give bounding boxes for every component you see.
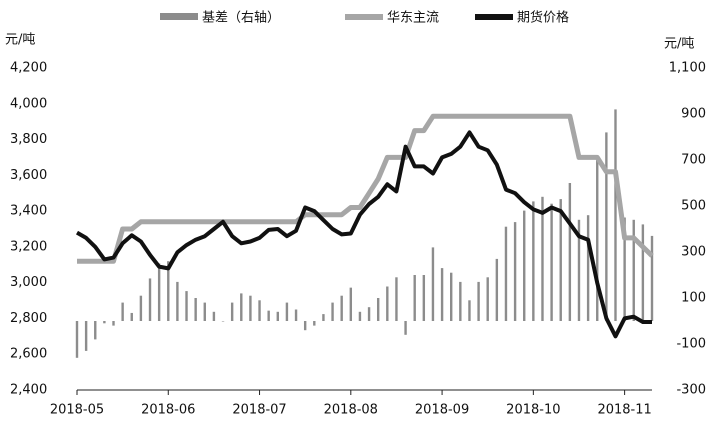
y2-tick-label: 700 <box>681 153 706 168</box>
y-axis-label: 元/吨 <box>5 33 35 48</box>
bar <box>605 132 608 321</box>
bar <box>322 314 325 321</box>
bar <box>422 275 426 321</box>
bar <box>550 203 553 321</box>
x-tick-label: 2018-08 <box>324 403 378 418</box>
bar <box>358 311 362 321</box>
bar <box>504 226 508 321</box>
bar <box>413 275 416 321</box>
bar <box>513 222 517 321</box>
bar <box>313 321 316 326</box>
y2-tick-label: -300 <box>676 383 706 398</box>
line <box>75 130 652 339</box>
bar <box>303 321 307 331</box>
bar <box>194 298 197 321</box>
bar <box>532 201 535 321</box>
y2-tick-label: 1,100 <box>669 61 706 76</box>
bar <box>258 300 261 321</box>
bar <box>130 312 133 321</box>
bar <box>240 293 243 321</box>
legend-label: 华东主流 <box>387 11 439 26</box>
y2-tick-label: 100 <box>681 291 706 306</box>
bar <box>94 321 97 340</box>
bar <box>185 291 188 321</box>
bar <box>477 281 480 321</box>
bar <box>139 295 143 321</box>
y-tick-label: 3,400 <box>10 204 47 219</box>
x-tick-label: 2018-07 <box>232 403 286 418</box>
y-tick-label: 3,800 <box>10 132 47 147</box>
y-tick-label: 4,000 <box>10 96 47 111</box>
bar <box>541 196 544 321</box>
x-tick-label: 2018-06 <box>141 403 195 418</box>
bar <box>221 321 225 322</box>
bar <box>121 302 124 321</box>
bar <box>203 302 206 321</box>
bar <box>495 258 499 321</box>
bar <box>641 224 645 321</box>
bar <box>230 302 234 321</box>
legend-swatch <box>160 13 198 20</box>
bar <box>157 263 161 321</box>
bar <box>276 311 279 321</box>
bar <box>249 295 252 321</box>
legend-label: 期货价格 <box>517 10 569 26</box>
bar <box>623 217 626 321</box>
bar <box>468 300 471 321</box>
bar <box>376 298 380 321</box>
bar <box>267 310 270 321</box>
legend-label: 基差（右轴） <box>202 11 280 26</box>
bar <box>103 321 106 324</box>
bar <box>285 302 289 321</box>
bar <box>596 160 599 321</box>
y2-axis-label: 元/吨 <box>664 37 694 52</box>
bar <box>450 272 453 321</box>
x-tick-label: 2018-10 <box>506 403 560 418</box>
bar <box>632 219 635 321</box>
bar <box>459 281 462 321</box>
y-tick-label: 4,200 <box>10 61 47 76</box>
bar <box>440 268 444 321</box>
bar <box>148 278 152 321</box>
bar <box>650 235 654 321</box>
bar <box>212 311 216 321</box>
y2-tick-label: 900 <box>681 107 706 122</box>
bar <box>431 247 435 321</box>
bar <box>523 210 526 321</box>
y2-tick-label: -100 <box>676 337 706 352</box>
line <box>77 113 654 264</box>
bar <box>75 321 79 358</box>
y-tick-label: 3,600 <box>10 168 47 183</box>
y-tick-label: 2,800 <box>10 311 47 326</box>
bar <box>367 307 371 321</box>
bar <box>395 277 398 321</box>
bar <box>349 287 353 321</box>
bar <box>331 302 334 321</box>
y-tick-label: 3,200 <box>10 239 47 254</box>
y2-tick-label: 500 <box>681 199 706 214</box>
bar <box>486 277 489 321</box>
x-tick-label: 2018-05 <box>50 403 104 418</box>
bar <box>167 261 170 321</box>
bar <box>84 321 88 351</box>
bar <box>614 109 617 322</box>
x-tick-label: 2018-11 <box>597 403 651 418</box>
x-tick-label: 2018-09 <box>415 403 469 418</box>
bar <box>559 199 562 321</box>
bar <box>176 281 179 321</box>
y-tick-label: 3,000 <box>10 275 47 290</box>
bar <box>404 321 407 335</box>
y2-tick-label: 300 <box>681 245 706 260</box>
bar <box>112 321 115 326</box>
y-tick-label: 2,600 <box>10 347 47 362</box>
bar <box>586 215 590 321</box>
bar <box>577 219 581 321</box>
bar <box>568 183 572 321</box>
bar <box>340 295 343 321</box>
y-tick-label: 2,400 <box>10 383 47 398</box>
bar <box>386 286 389 321</box>
bar <box>294 309 298 321</box>
